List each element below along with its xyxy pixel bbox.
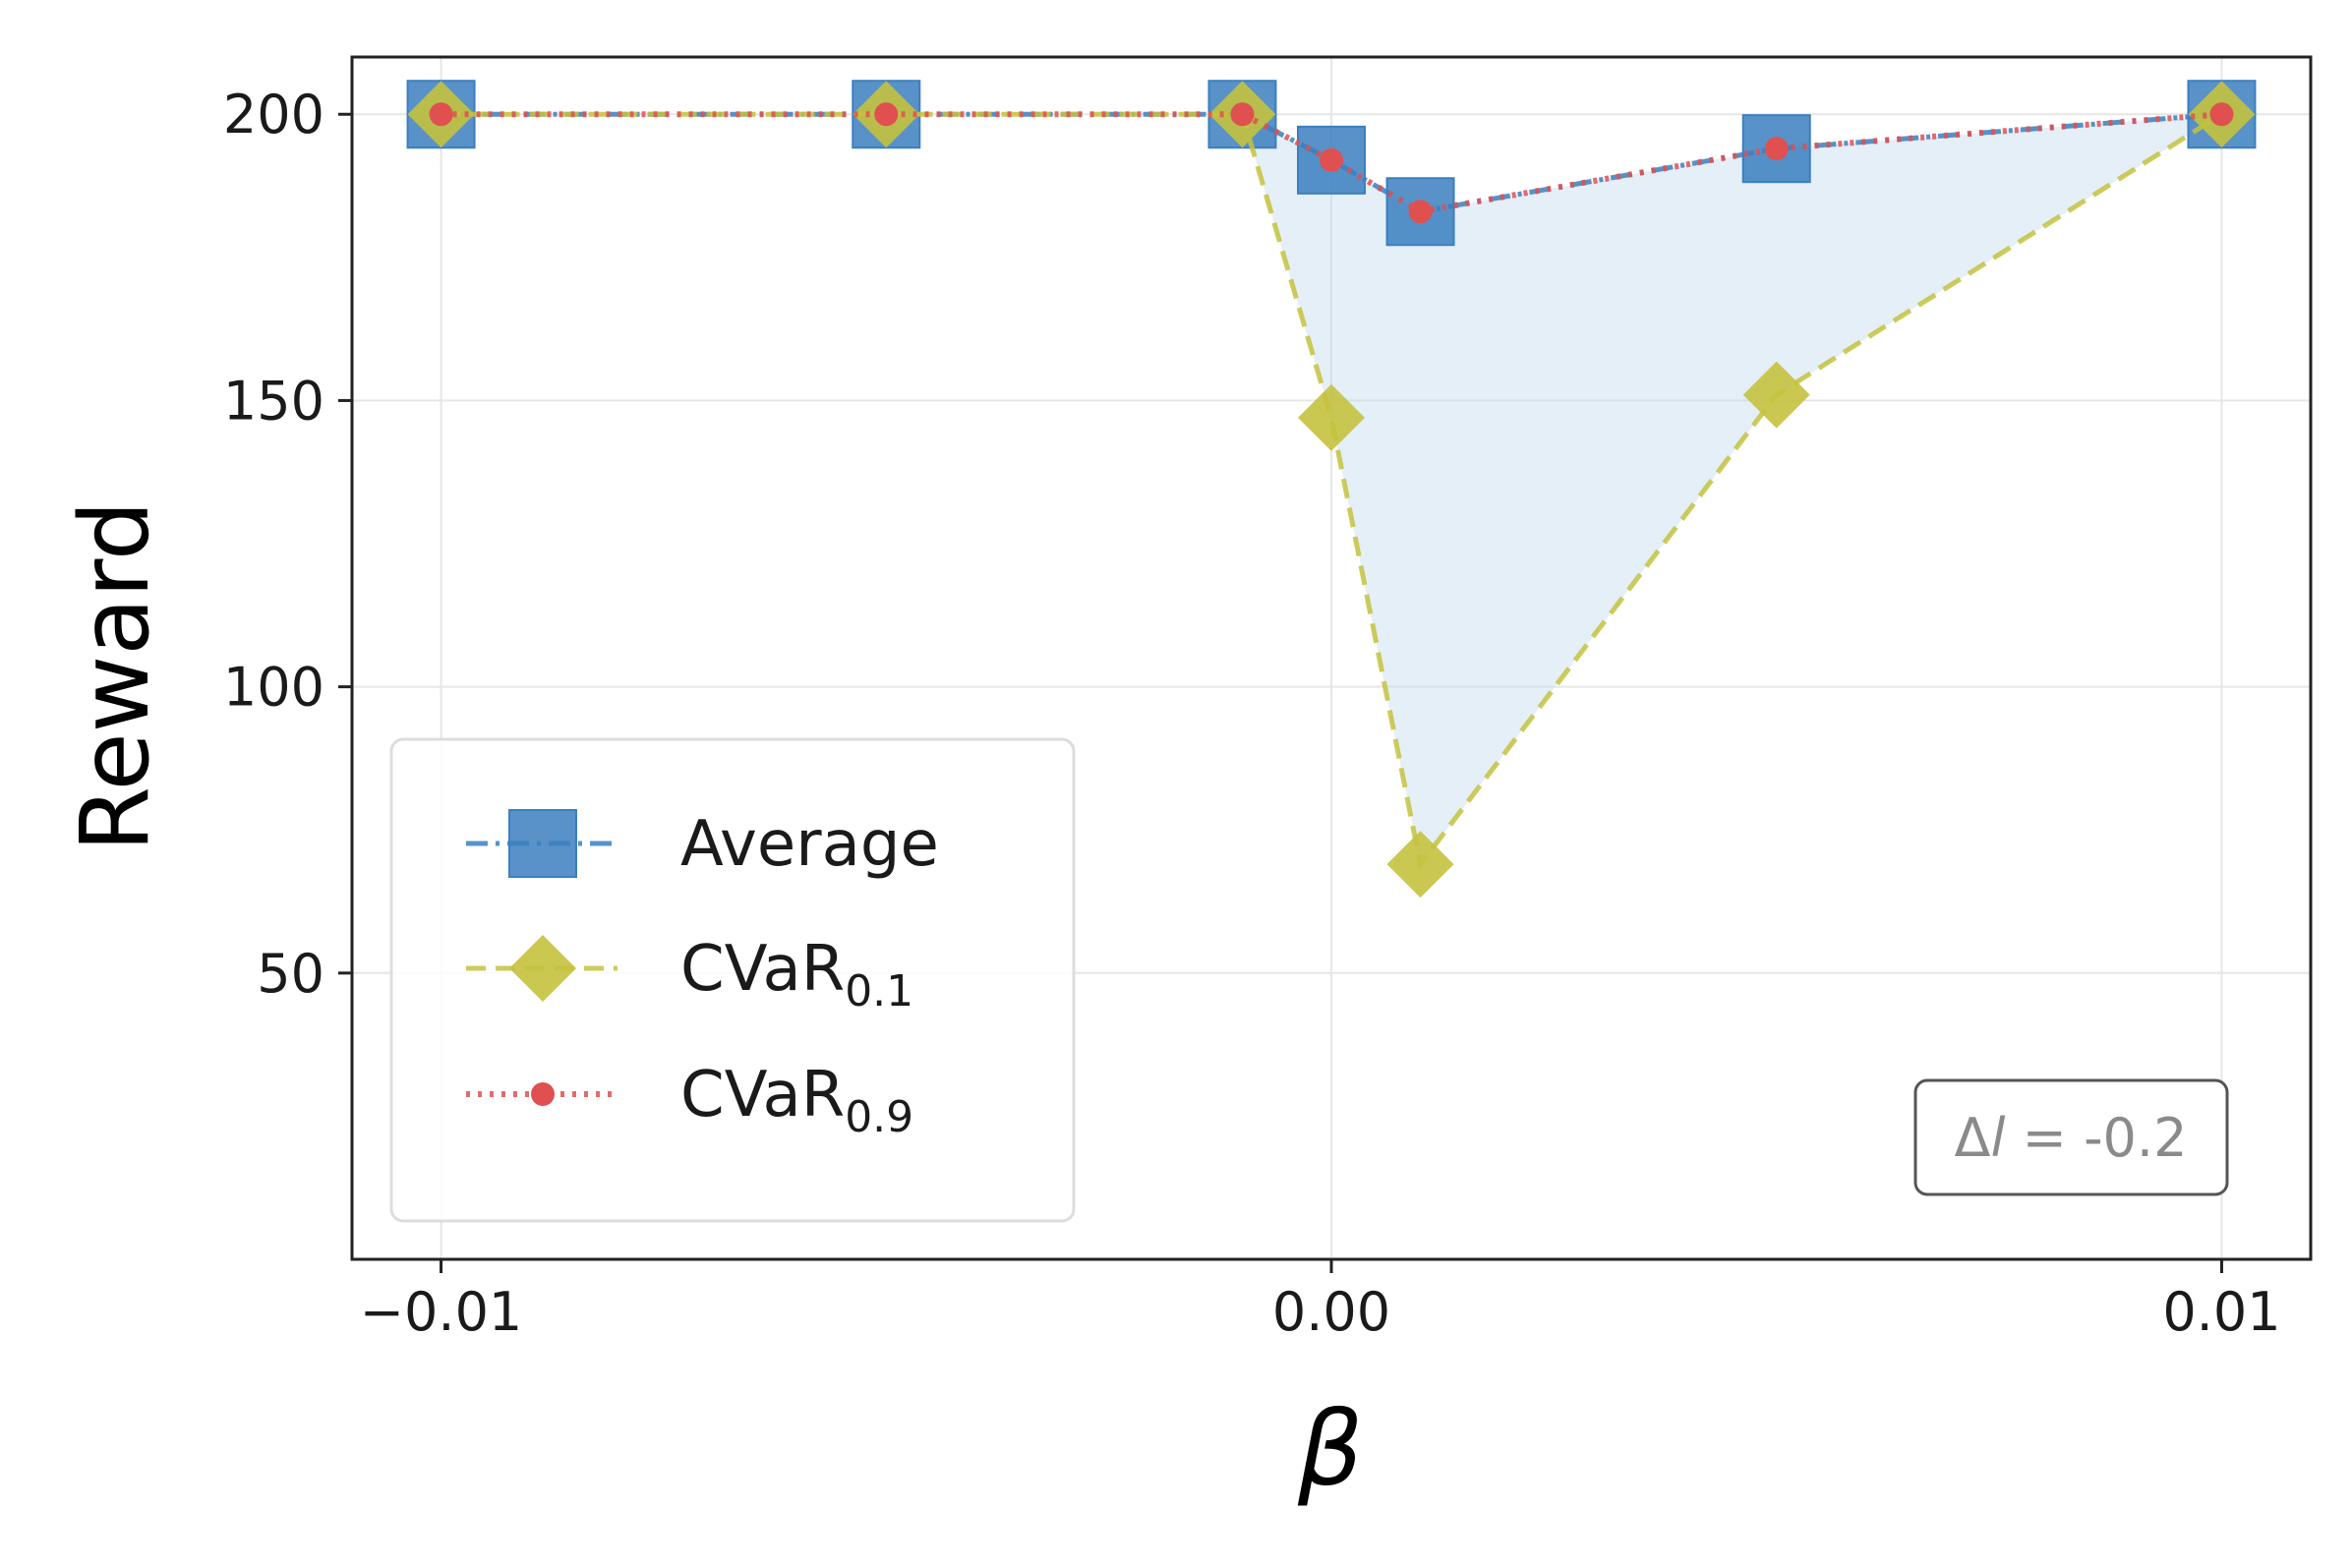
y-axis-title: Reward bbox=[60, 500, 170, 852]
x-tick-label: −0.01 bbox=[360, 1281, 522, 1343]
legend-entry-cvar09: CVaR0.9 bbox=[466, 1059, 913, 1142]
data-point-cvar09 bbox=[1764, 137, 1789, 161]
legend-marker-average bbox=[508, 809, 577, 878]
y-tick-label: 150 bbox=[223, 370, 324, 432]
x-tick-label: 0.00 bbox=[1272, 1281, 1390, 1343]
legend: Average CVaR0.1 CVaR0.9 bbox=[389, 737, 1076, 1223]
x-tick-label: 0.01 bbox=[2162, 1281, 2280, 1343]
shaded-band bbox=[441, 114, 2222, 865]
data-point-cvar09 bbox=[1408, 200, 1433, 224]
axis-ticks: −0.01 0.00 0.01 50 100 150 200 bbox=[223, 84, 2281, 1343]
x-axis-title: β bbox=[1297, 1389, 1363, 1509]
legend-label-average: Average bbox=[680, 808, 939, 881]
data-point-average bbox=[1297, 125, 1366, 195]
annotation-value: = -0.2 bbox=[2006, 1107, 2188, 1169]
y-tick-label: 50 bbox=[257, 943, 324, 1005]
legend-entry-average: Average bbox=[466, 808, 939, 881]
legend-label-cvar01: CVaR0.1 bbox=[680, 933, 913, 1016]
y-tick-label: 100 bbox=[223, 657, 324, 719]
series-layer bbox=[406, 80, 2257, 899]
legend-marker-cvar09 bbox=[531, 1082, 555, 1106]
data-point-cvar09 bbox=[1230, 102, 1255, 127]
legend-label-cvar09: CVaR0.9 bbox=[680, 1059, 913, 1142]
y-tick-label: 200 bbox=[223, 84, 324, 145]
data-point-cvar09 bbox=[874, 102, 899, 127]
data-point-cvar01 bbox=[1742, 361, 1810, 429]
annotation-variable: l bbox=[1990, 1107, 2005, 1169]
data-point-cvar01 bbox=[1386, 831, 1454, 899]
data-point-cvar09 bbox=[2209, 102, 2234, 127]
series-cvar09 bbox=[429, 102, 2234, 224]
data-point-cvar09 bbox=[1320, 147, 1343, 172]
annotation-text: Δl = -0.2 bbox=[1955, 1107, 2188, 1169]
legend-marker-cvar01 bbox=[509, 935, 576, 1002]
annotation-box bbox=[1913, 1078, 2229, 1196]
data-point-cvar09 bbox=[429, 102, 453, 127]
delta-l-annotation: Δl = -0.2 bbox=[1913, 1078, 2229, 1196]
annotation-symbol: Δ bbox=[1955, 1107, 1991, 1169]
legend-entry-cvar01: CVaR0.1 bbox=[466, 933, 913, 1016]
data-point-cvar01 bbox=[1298, 383, 1365, 451]
